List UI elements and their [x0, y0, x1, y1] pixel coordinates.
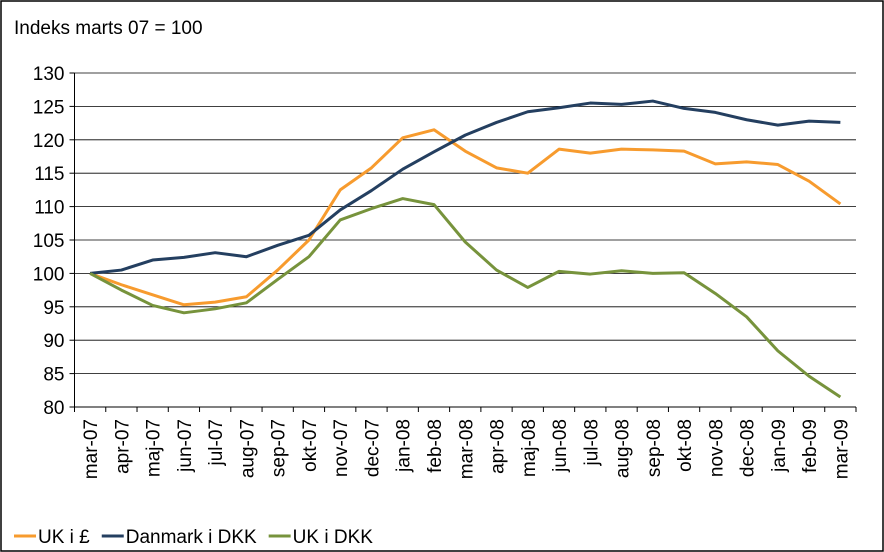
y-tick-label: 100	[33, 264, 65, 285]
series-line	[89, 128, 842, 307]
series-line	[89, 197, 842, 399]
x-tick-label: nov-07	[331, 419, 352, 477]
y-tick-label: 85	[43, 365, 64, 386]
x-tick-label: apr-07	[112, 419, 133, 474]
x-tick-label: okt-07	[300, 419, 321, 472]
x-tick-label: feb-08	[425, 419, 446, 473]
x-tick-label: nov-08	[706, 419, 727, 477]
y-tick-label: 95	[43, 298, 64, 319]
y-tick-label: 80	[43, 398, 64, 419]
x-tick-label: dec-07	[362, 419, 383, 477]
x-tick-label: jul-07	[206, 419, 227, 466]
x-tick-label: jun-08	[550, 419, 571, 473]
series-line	[89, 99, 841, 275]
legend-label: UK i DKK	[293, 527, 374, 548]
y-tick-label: 130	[33, 64, 65, 85]
y-tick-label: 120	[33, 131, 65, 152]
x-tick-label: jun-07	[175, 419, 196, 473]
y-axis-label: Indeks marts 07 = 100	[14, 18, 203, 39]
x-tick-label: maj-08	[519, 419, 540, 477]
x-tick-label: sep-07	[269, 419, 290, 477]
y-tick-label: 110	[34, 198, 64, 219]
x-tick-label: mar-09	[831, 419, 852, 479]
x-tick-label: feb-09	[800, 419, 821, 473]
y-tick-label: 125	[33, 97, 65, 118]
x-tick-label: okt-08	[675, 419, 696, 472]
legend-label: Danmark i DKK	[126, 527, 257, 548]
x-tick-label: aug-08	[613, 419, 634, 478]
x-tick-label: mar-08	[456, 419, 477, 479]
y-tick-label: 105	[33, 231, 65, 252]
x-tick-label: mar-07	[81, 419, 102, 479]
x-tick-label: jan-09	[769, 419, 790, 473]
x-tick-label: maj-07	[144, 419, 165, 477]
x-tick-label: sep-08	[644, 419, 665, 477]
x-tick-label: jul-08	[581, 419, 602, 466]
y-tick-label: 90	[43, 331, 64, 352]
x-tick-label: dec-08	[738, 419, 759, 477]
legend-label: UK i £	[38, 527, 90, 548]
y-tick-label: 115	[34, 164, 64, 185]
x-tick-label: aug-07	[237, 419, 258, 478]
x-tick-label: apr-08	[488, 419, 509, 474]
x-tick-label: jan-08	[394, 419, 415, 473]
